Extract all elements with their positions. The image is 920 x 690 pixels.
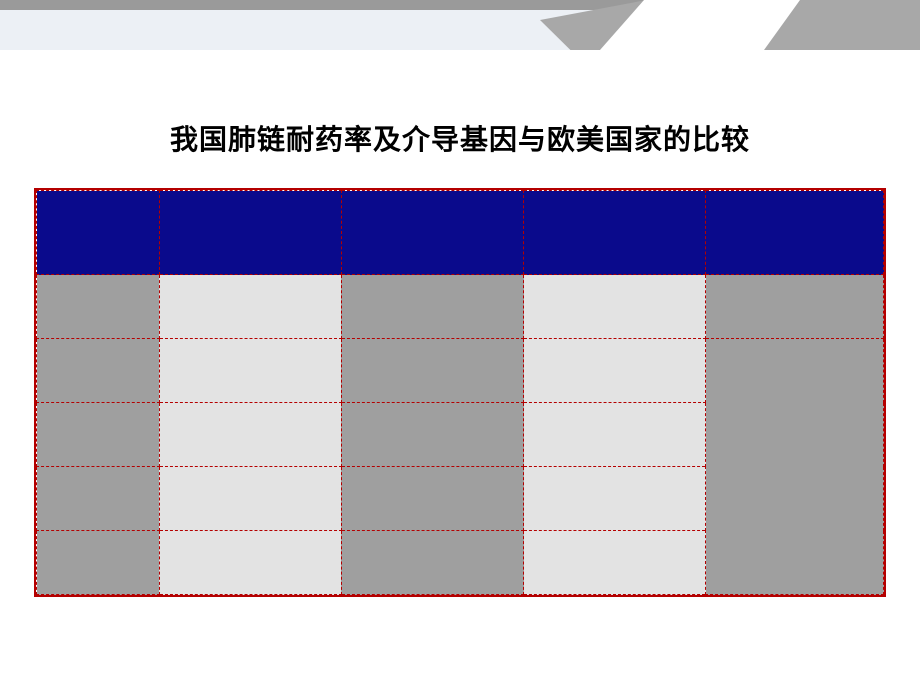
slide-title: 我国肺链耐药率及介导基因与欧美国家的比较 bbox=[0, 118, 920, 158]
table-cell bbox=[37, 339, 160, 403]
table-cell bbox=[706, 275, 884, 339]
table-cell bbox=[341, 339, 523, 403]
table-header-cell bbox=[37, 191, 160, 275]
table-cell bbox=[341, 531, 523, 595]
table-cell bbox=[37, 275, 160, 339]
table-cell bbox=[341, 275, 523, 339]
table-cell bbox=[37, 403, 160, 467]
table-row bbox=[37, 339, 884, 403]
table-cell bbox=[37, 531, 160, 595]
table-header bbox=[37, 191, 884, 275]
table-cell bbox=[524, 467, 706, 531]
comparison-table bbox=[36, 190, 884, 595]
table-cell bbox=[159, 531, 341, 595]
table-cell bbox=[159, 403, 341, 467]
table-cell bbox=[524, 275, 706, 339]
table-header-cell bbox=[159, 191, 341, 275]
comparison-table-wrap bbox=[34, 188, 886, 597]
table-cell bbox=[524, 403, 706, 467]
table-cell bbox=[341, 467, 523, 531]
table-cell bbox=[159, 467, 341, 531]
table-cell bbox=[159, 275, 341, 339]
table-row bbox=[37, 275, 884, 339]
table-cell bbox=[524, 531, 706, 595]
table-header-cell bbox=[706, 191, 884, 275]
slide: 我国肺链耐药率及介导基因与欧美国家的比较 bbox=[0, 0, 920, 690]
table-cell bbox=[341, 403, 523, 467]
table-header-row bbox=[37, 191, 884, 275]
table-cell bbox=[524, 339, 706, 403]
table-header-cell bbox=[524, 191, 706, 275]
table-cell bbox=[159, 339, 341, 403]
table-body bbox=[37, 275, 884, 595]
banner bbox=[0, 0, 920, 84]
table-cell bbox=[706, 339, 884, 595]
table-cell bbox=[37, 467, 160, 531]
table-header-cell bbox=[341, 191, 523, 275]
